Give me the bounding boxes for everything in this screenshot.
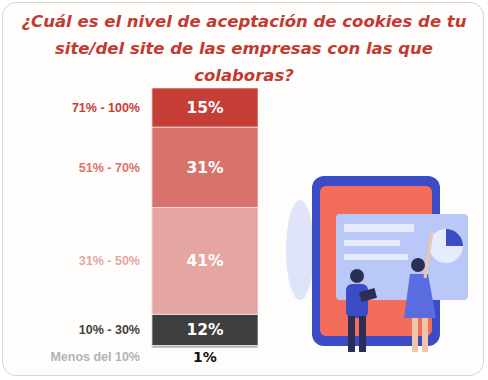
person-leg: [412, 318, 418, 352]
person-leg: [422, 318, 428, 352]
person-dress: [404, 274, 436, 318]
category-label: 51% - 70%: [79, 161, 140, 175]
person-head: [350, 269, 364, 283]
panel-line: [344, 254, 408, 260]
person-leg: [348, 316, 355, 352]
labels: Menos del 10% 1% 10% - 30% 12% 31% - 50% 41% 5…: [50, 99, 224, 365]
person-leg: [359, 316, 366, 352]
person-arm: [425, 232, 432, 278]
category-label: 10% - 30%: [79, 323, 140, 337]
data-label: 15%: [186, 99, 224, 117]
data-label: 1%: [193, 349, 217, 365]
chart: Menos del 10% 1% 10% - 30% 12% 31% - 50% 41% 5…: [0, 0, 488, 380]
category-label: 31% - 50%: [79, 254, 140, 268]
illustration: [286, 176, 468, 352]
bar-segment: [152, 208, 258, 315]
category-label: Menos del 10%: [50, 350, 140, 364]
data-label: 12%: [186, 321, 224, 339]
panel-line: [344, 224, 414, 232]
pie-icon: [429, 229, 463, 263]
panel-line: [344, 240, 400, 246]
bar-segment: [152, 314, 258, 345]
clipboard: [359, 288, 377, 302]
leaf: [286, 200, 314, 300]
bar-segment: [152, 127, 258, 208]
data-label: 31%: [186, 159, 224, 177]
bar-segment: [152, 88, 258, 127]
data-label: 41%: [186, 252, 224, 270]
pie-icon-slice: [446, 229, 463, 246]
title: ¿Cuál es el nivel de aceptación de cooki…: [14, 8, 474, 89]
bars: [152, 88, 258, 348]
person-head: [411, 258, 425, 272]
category-label: 71% - 100%: [72, 101, 140, 115]
